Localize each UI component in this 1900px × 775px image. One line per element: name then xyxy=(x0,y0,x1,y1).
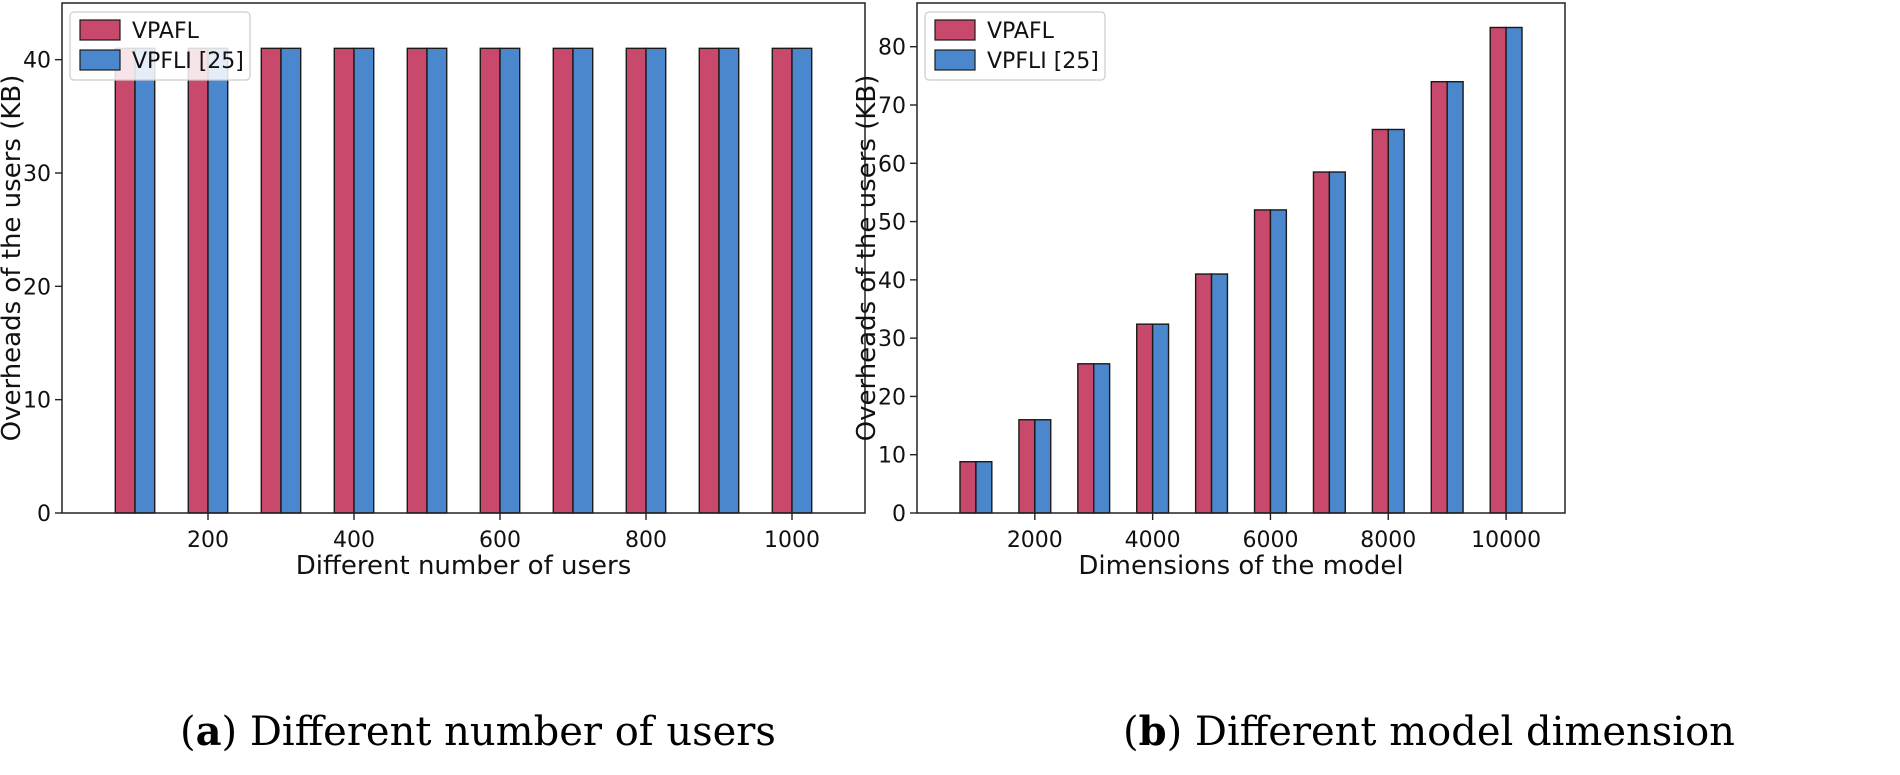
chart-a-xtick-label-1000: 1000 xyxy=(764,528,820,553)
caption-a: (a) Different number of users xyxy=(180,708,776,755)
chart-a-bar-vpafl-200 xyxy=(187,47,209,514)
caption-b: (b) Different model dimension xyxy=(1123,708,1735,755)
chart-b-bar-vpafl-1000 xyxy=(959,461,977,514)
chart-a-bar-vpafl-700 xyxy=(552,47,574,514)
chart-b-xtick-label-8000: 8000 xyxy=(1360,528,1416,553)
chart-a-bar-vpafl-100 xyxy=(114,47,136,514)
chart-b-bar-vpafl-6000 xyxy=(1253,209,1272,514)
chart-b-bar-vpafl-7000 xyxy=(1312,171,1331,514)
chart-a-bar-vpfli-500 xyxy=(426,47,448,514)
chart-b-xtick-label-2000: 2000 xyxy=(1007,528,1063,553)
chart-b-xlabel: Dimensions of the model xyxy=(1078,551,1403,581)
chart-a-legend-swatch-vpfli xyxy=(79,49,121,71)
chart-b-bar-vpafl-10000 xyxy=(1489,26,1507,514)
chart-a-legend-swatch-vpafl xyxy=(79,19,121,41)
chart-a-ytick-label-20: 20 xyxy=(23,275,51,300)
chart-a-bar-vpfli-1000 xyxy=(791,47,813,514)
chart-a-bar-vpafl-300 xyxy=(260,47,282,514)
chart-b-ylabel: Overheads of the users (KB) xyxy=(852,75,882,442)
chart-a-ylabel: Overheads of the users (KB) xyxy=(0,75,27,442)
chart-b-bar-vpfli-7000 xyxy=(1328,171,1346,514)
chart-b-ytick-label-30: 30 xyxy=(878,327,906,352)
caption-a-letter: a xyxy=(195,708,222,755)
chart-b-ytick-label-80: 80 xyxy=(878,36,906,61)
chart-b-ytick-label-50: 50 xyxy=(878,211,906,236)
chart-b-legend-swatch-vpfli xyxy=(934,49,976,71)
caption-b-text: Different model dimension xyxy=(1194,709,1735,755)
chart-a-bar-vpafl-1000 xyxy=(771,47,793,514)
chart-a-ytick-label-40: 40 xyxy=(23,49,51,74)
chart-a-bar-vpafl-400 xyxy=(333,47,355,514)
chart-a-xtick-label-800: 800 xyxy=(625,528,667,553)
chart-b-ytick-label-60: 60 xyxy=(878,152,906,177)
chart-b-bar-vpafl-3000 xyxy=(1077,363,1095,514)
chart-b-legend-label-vpfli: VPFLI [25] xyxy=(987,49,1099,74)
chart-a-bar-vpafl-900 xyxy=(698,47,720,514)
chart-a-legend-label-vpafl: VPAFL xyxy=(132,19,200,44)
chart-a-bar-vpfli-800 xyxy=(645,47,667,514)
chart-b-ytick-label-20: 20 xyxy=(878,385,906,410)
chart-b-frame xyxy=(916,2,1566,514)
chart-a-bar-vpfli-700 xyxy=(572,47,594,514)
chart-a-frame xyxy=(61,2,866,514)
chart-b-legend-swatch-vpafl xyxy=(934,19,976,41)
chart-a-bar-vpafl-600 xyxy=(479,47,501,514)
chart-b-bar-vpfli-9000 xyxy=(1446,80,1464,514)
chart-b-bar-vpafl-8000 xyxy=(1371,128,1389,514)
chart-b-bar-vpafl-5000 xyxy=(1194,273,1213,514)
chart-b-bar-vpfli-2000 xyxy=(1034,419,1052,514)
chart-a-legend-label-vpfli: VPFLI [25] xyxy=(132,49,244,74)
chart-b-legend-label-vpafl: VPAFL xyxy=(987,19,1055,44)
chart-a-xtick-label-400: 400 xyxy=(333,528,375,553)
chart-b-ytick-label-10: 10 xyxy=(878,444,906,469)
chart-a-bar-vpfli-200 xyxy=(207,47,229,514)
chart-a-bar-vpafl-800 xyxy=(625,47,647,514)
chart-b-xtick-label-10000: 10000 xyxy=(1471,528,1541,553)
chart-b-bar-vpafl-9000 xyxy=(1430,80,1448,514)
chart-b-ytick-label-40: 40 xyxy=(878,269,906,294)
chart-b-bar-vpfli-4000 xyxy=(1151,323,1170,514)
chart-a-bar-vpfli-100 xyxy=(134,47,156,514)
chart-b-bar-vpfli-6000 xyxy=(1269,209,1288,514)
chart-a-ytick-label-0: 0 xyxy=(37,502,51,527)
chart-a-xtick-label-600: 600 xyxy=(479,528,521,553)
chart-a-bar-vpfli-300 xyxy=(280,47,302,514)
chart-b-xtick-label-4000: 4000 xyxy=(1125,528,1181,553)
chart-b-ytick-label-70: 70 xyxy=(878,94,906,119)
chart-b-bar-vpfli-1000 xyxy=(975,461,993,514)
chart-b-bar-vpfli-5000 xyxy=(1210,273,1229,514)
chart-a-bar-vpfli-900 xyxy=(718,47,740,514)
chart-a-xtick-label-200: 200 xyxy=(187,528,229,553)
chart-a-xlabel: Different number of users xyxy=(296,551,632,581)
caption-b-letter: b xyxy=(1138,708,1167,755)
chart-b-bar-vpafl-2000 xyxy=(1018,419,1036,514)
chart-b-ytick-label-0: 0 xyxy=(892,502,906,527)
chart-b-xtick-label-6000: 6000 xyxy=(1242,528,1298,553)
chart-b-bar-vpfli-8000 xyxy=(1387,128,1405,514)
chart-b-bar-vpfli-10000 xyxy=(1505,26,1523,514)
chart-a-bar-vpfli-400 xyxy=(353,47,375,514)
chart-a-ytick-label-10: 10 xyxy=(23,389,51,414)
chart-b-bar-vpafl-4000 xyxy=(1136,323,1154,514)
chart-a-bar-vpafl-500 xyxy=(406,47,428,514)
chart-a-bar-vpfli-600 xyxy=(499,47,521,514)
caption-a-text: Different number of users xyxy=(249,709,776,755)
chart-b-bar-vpfli-3000 xyxy=(1093,363,1111,514)
chart-a-ytick-label-30: 30 xyxy=(23,162,51,187)
